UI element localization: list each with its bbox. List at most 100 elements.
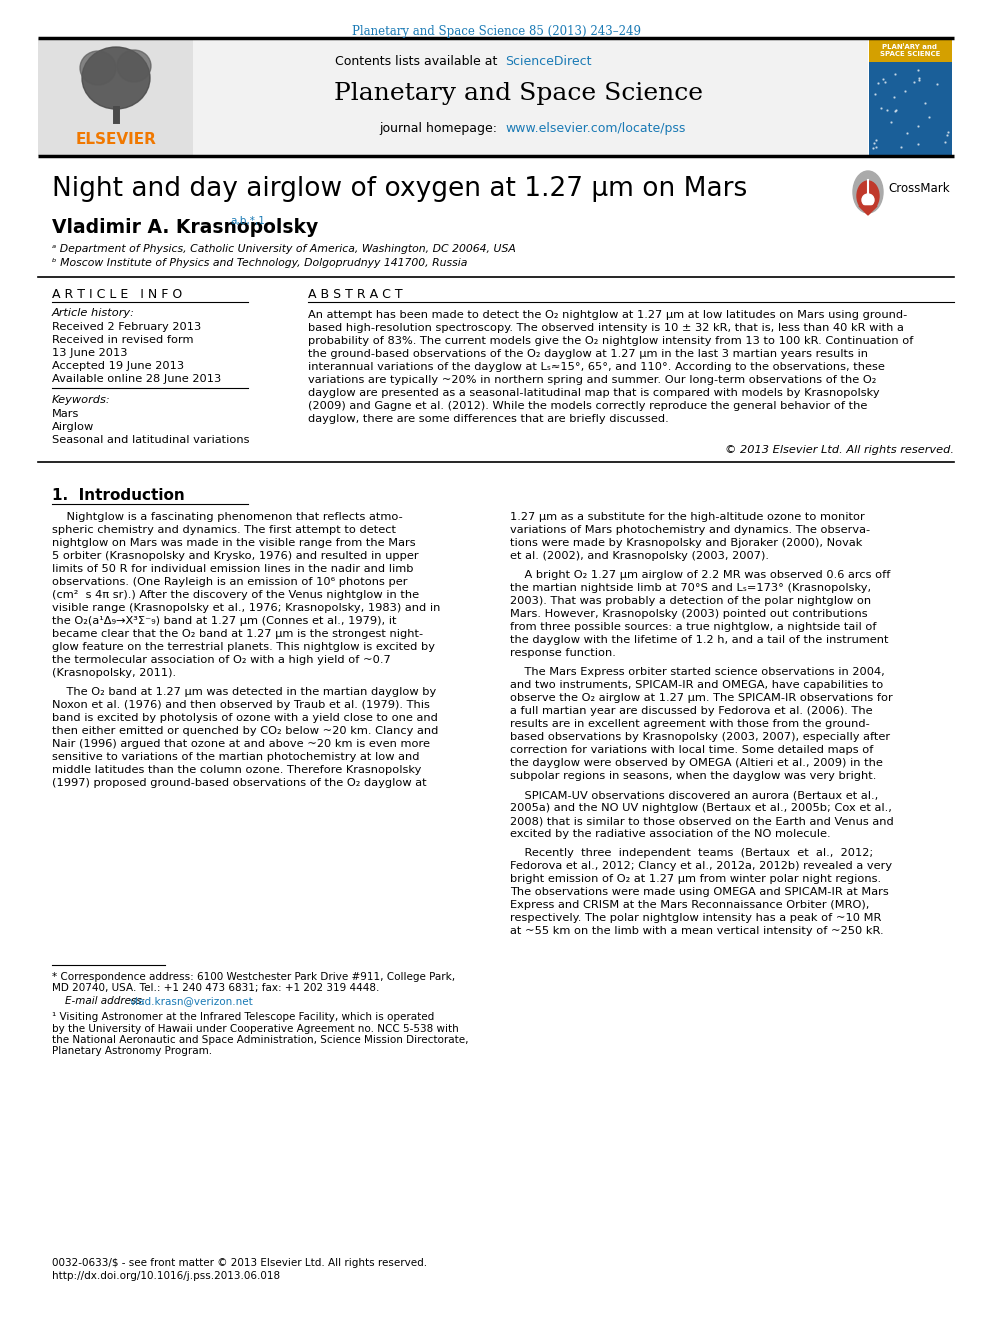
Text: the ground-based observations of the O₂ dayglow at 1.27 μm in the last 3 martian: the ground-based observations of the O₂ …	[308, 349, 868, 359]
Text: Mars. However, Krasnopolsky (2003) pointed out contributions: Mars. However, Krasnopolsky (2003) point…	[510, 609, 868, 619]
Text: SPICAM-UV observations discovered an aurora (Bertaux et al.,: SPICAM-UV observations discovered an aur…	[510, 790, 878, 800]
Text: E-mail address:: E-mail address:	[65, 996, 145, 1005]
Text: spheric chemistry and dynamics. The first attempt to detect: spheric chemistry and dynamics. The firs…	[52, 525, 396, 534]
Text: CrossMark: CrossMark	[888, 181, 949, 194]
Text: www.elsevier.com/locate/pss: www.elsevier.com/locate/pss	[505, 122, 685, 135]
Text: Fedorova et al., 2012; Clancy et al., 2012a, 2012b) revealed a very: Fedorova et al., 2012; Clancy et al., 20…	[510, 861, 892, 871]
Text: a full martian year are discussed by Fedorova et al. (2006). The: a full martian year are discussed by Fed…	[510, 706, 873, 716]
Bar	[38, 38, 193, 156]
Text: based high-resolution spectroscopy. The observed intensity is 10 ± 32 kR, that i: based high-resolution spectroscopy. The …	[308, 323, 904, 333]
Text: 1.  Introduction: 1. Introduction	[52, 488, 185, 503]
Bar	[869, 38, 952, 156]
Text: nightglow on Mars was made in the visible range from the Mars: nightglow on Mars was made in the visibl…	[52, 538, 416, 548]
Text: Planetary and Space Science: Planetary and Space Science	[333, 82, 702, 105]
Text: response function.: response function.	[510, 648, 616, 658]
Text: by the University of Hawaii under Cooperative Agreement no. NCC 5-538 with: by the University of Hawaii under Cooper…	[52, 1024, 458, 1033]
Text: variations of Mars photochemistry and dynamics. The observa-: variations of Mars photochemistry and dy…	[510, 525, 870, 534]
Text: The observations were made using OMEGA and SPICAM-IR at Mars: The observations were made using OMEGA a…	[510, 886, 889, 897]
Text: tions were made by Krasnopolsky and Bjoraker (2000), Novak: tions were made by Krasnopolsky and Bjor…	[510, 538, 862, 548]
Text: a,b,*,1: a,b,*,1	[230, 216, 265, 226]
Text: 2008) that is similar to those observed on the Earth and Venus and: 2008) that is similar to those observed …	[510, 816, 894, 826]
Text: et al. (2002), and Krasnopolsky (2003, 2007).: et al. (2002), and Krasnopolsky (2003, 2…	[510, 550, 769, 561]
Text: © 2013 Elsevier Ltd. All rights reserved.: © 2013 Elsevier Ltd. All rights reserved…	[725, 445, 954, 455]
Text: Noxon et al. (1976) and then observed by Traub et al. (1979). This: Noxon et al. (1976) and then observed by…	[52, 700, 430, 710]
Text: dayglow are presented as a seasonal-latitudinal map that is compared with models: dayglow are presented as a seasonal-lati…	[308, 388, 880, 398]
Text: from three possible sources: a true nightglow, a nightside tail of: from three possible sources: a true nigh…	[510, 622, 877, 632]
Text: 1.27 μm as a substitute for the high-altitude ozone to monitor: 1.27 μm as a substitute for the high-alt…	[510, 512, 865, 523]
Text: limits of 50 R for individual emission lines in the nadir and limb: limits of 50 R for individual emission l…	[52, 564, 414, 574]
Text: the dayglow with the lifetime of 1.2 h, and a tail of the instrument: the dayglow with the lifetime of 1.2 h, …	[510, 635, 889, 646]
Text: probability of 83%. The current models give the O₂ nightglow intensity from 13 t: probability of 83%. The current models g…	[308, 336, 914, 347]
Text: the martian nightside limb at 70°S and Lₛ=173° (Krasnopolsky,: the martian nightside limb at 70°S and L…	[510, 583, 871, 593]
Text: middle latitudes than the column ozone. Therefore Krasnopolsky: middle latitudes than the column ozone. …	[52, 765, 422, 775]
Text: journal homepage:: journal homepage:	[379, 122, 505, 135]
Text: based observations by Krasnopolsky (2003, 2007), especially after: based observations by Krasnopolsky (2003…	[510, 732, 890, 742]
Text: Keywords:: Keywords:	[52, 396, 111, 405]
Text: (cm²  s 4π sr).) After the discovery of the Venus nightglow in the: (cm² s 4π sr).) After the discovery of t…	[52, 590, 420, 601]
Text: Express and CRISM at the Mars Reconnaissance Orbiter (MRO),: Express and CRISM at the Mars Reconnaiss…	[510, 900, 869, 910]
Text: subpolar regions in seasons, when the dayglow was very bright.: subpolar regions in seasons, when the da…	[510, 771, 876, 781]
Text: A bright O₂ 1.27 μm airglow of 2.2 MR was observed 0.6 arcs off: A bright O₂ 1.27 μm airglow of 2.2 MR wa…	[510, 570, 891, 579]
Text: Nightglow is a fascinating phenomenon that reflects atmo-: Nightglow is a fascinating phenomenon th…	[52, 512, 403, 523]
Ellipse shape	[80, 52, 116, 85]
Text: observe the O₂ airglow at 1.27 μm. The SPICAM-IR observations for: observe the O₂ airglow at 1.27 μm. The S…	[510, 693, 893, 703]
Text: 2005a) and the NO UV nightglow (Bertaux et al., 2005b; Cox et al.,: 2005a) and the NO UV nightglow (Bertaux …	[510, 803, 892, 814]
Text: variations are typically ~20% in northern spring and summer. Our long-term obser: variations are typically ~20% in norther…	[308, 374, 876, 385]
Text: The Mars Express orbiter started science observations in 2004,: The Mars Express orbiter started science…	[510, 667, 885, 677]
Text: Recently  three  independent  teams  (Bertaux  et  al.,  2012;: Recently three independent teams (Bertau…	[510, 848, 873, 859]
Text: 13 June 2013: 13 June 2013	[52, 348, 128, 359]
Text: Night and day airglow of oxygen at 1.27 μm on Mars: Night and day airglow of oxygen at 1.27 …	[52, 176, 747, 202]
Text: Seasonal and latitudinal variations: Seasonal and latitudinal variations	[52, 435, 250, 445]
Text: PLANᴵARY and
SPACE SCIENCE: PLANᴵARY and SPACE SCIENCE	[880, 44, 940, 57]
Text: (Krasnopolsky, 2011).: (Krasnopolsky, 2011).	[52, 668, 177, 677]
Text: 0032-0633/$ - see front matter © 2013 Elsevier Ltd. All rights reserved.: 0032-0633/$ - see front matter © 2013 El…	[52, 1258, 428, 1267]
Text: the O₂(a¹Δ₉→X³Σ⁻₉) band at 1.27 μm (Connes et al., 1979), it: the O₂(a¹Δ₉→X³Σ⁻₉) band at 1.27 μm (Conn…	[52, 617, 397, 626]
Text: A R T I C L E   I N F O: A R T I C L E I N F O	[52, 288, 183, 302]
Text: became clear that the O₂ band at 1.27 μm is the strongest night-: became clear that the O₂ band at 1.27 μm…	[52, 628, 424, 639]
Text: Airglow: Airglow	[52, 422, 94, 433]
Text: Received in revised form: Received in revised form	[52, 335, 193, 345]
Ellipse shape	[853, 171, 883, 213]
Text: dayglow, there are some differences that are briefly discussed.: dayglow, there are some differences that…	[308, 414, 669, 423]
Text: Available online 28 June 2013: Available online 28 June 2013	[52, 374, 221, 384]
Text: ELSEVIER: ELSEVIER	[75, 132, 157, 147]
Text: Article history:: Article history:	[52, 308, 135, 318]
Text: Planetary and Space Science 85 (2013) 243–249: Planetary and Space Science 85 (2013) 24…	[351, 25, 641, 38]
Text: ᵇ Moscow Institute of Physics and Technology, Dolgoprudnyy 141700, Russia: ᵇ Moscow Institute of Physics and Techno…	[52, 258, 467, 269]
Text: correction for variations with local time. Some detailed maps of: correction for variations with local tim…	[510, 745, 873, 755]
Text: Mars: Mars	[52, 409, 79, 419]
Text: and two instruments, SPICAM-IR and OMEGA, have capabilities to: and two instruments, SPICAM-IR and OMEGA…	[510, 680, 883, 691]
Text: observations. (One Rayleigh is an emission of 10⁶ photons per: observations. (One Rayleigh is an emissi…	[52, 577, 408, 587]
Text: 5 orbiter (Krasnopolsky and Krysko, 1976) and resulted in upper: 5 orbiter (Krasnopolsky and Krysko, 1976…	[52, 550, 419, 561]
Text: An attempt has been made to detect the O₂ nightglow at 1.27 μm at low latitudes : An attempt has been made to detect the O…	[308, 310, 908, 320]
Text: interannual variations of the dayglow at Lₛ≈15°, 65°, and 110°. According to the: interannual variations of the dayglow at…	[308, 363, 885, 372]
Text: band is excited by photolysis of ozone with a yield close to one and: band is excited by photolysis of ozone w…	[52, 713, 437, 722]
Text: MD 20740, USA. Tel.: +1 240 473 6831; fax: +1 202 319 4448.: MD 20740, USA. Tel.: +1 240 473 6831; fa…	[52, 983, 379, 994]
Text: http://dx.doi.org/10.1016/j.pss.2013.06.018: http://dx.doi.org/10.1016/j.pss.2013.06.…	[52, 1271, 280, 1281]
Polygon shape	[859, 206, 877, 216]
Text: sensitive to variations of the martian photochemistry at low and: sensitive to variations of the martian p…	[52, 751, 420, 762]
Text: glow feature on the terrestrial planets. This nightglow is excited by: glow feature on the terrestrial planets.…	[52, 642, 435, 652]
Ellipse shape	[862, 194, 874, 206]
Text: * Correspondence address: 6100 Westchester Park Drive #911, College Park,: * Correspondence address: 6100 Westchest…	[52, 972, 455, 982]
Text: ᵃ Department of Physics, Catholic University of America, Washington, DC 20064, U: ᵃ Department of Physics, Catholic Univer…	[52, 243, 516, 254]
Text: Nair (1996) argued that ozone at and above ~20 km is even more: Nair (1996) argued that ozone at and abo…	[52, 740, 430, 749]
Text: excited by the radiative association of the NO molecule.: excited by the radiative association of …	[510, 830, 830, 839]
Text: the dayglow were observed by OMEGA (Altieri et al., 2009) in the: the dayglow were observed by OMEGA (Alti…	[510, 758, 883, 767]
Ellipse shape	[857, 181, 879, 210]
Text: (2009) and Gagne et al. (2012). While the models correctly reproduce the general: (2009) and Gagne et al. (2012). While th…	[308, 401, 867, 411]
Text: the termolecular association of O₂ with a high yield of ~0.7: the termolecular association of O₂ with …	[52, 655, 391, 665]
Ellipse shape	[82, 48, 150, 108]
Text: the National Aeronautic and Space Administration, Science Mission Directorate,: the National Aeronautic and Space Admini…	[52, 1035, 468, 1045]
Text: visible range (Krasnopolsky et al., 1976; Krasnopolsky, 1983) and in: visible range (Krasnopolsky et al., 1976…	[52, 603, 440, 613]
Text: Received 2 February 2013: Received 2 February 2013	[52, 321, 201, 332]
Text: Vladimir A. Krasnopolsky: Vladimir A. Krasnopolsky	[52, 218, 318, 237]
Text: Contents lists available at: Contents lists available at	[334, 56, 505, 67]
Text: Accepted 19 June 2013: Accepted 19 June 2013	[52, 361, 185, 370]
Ellipse shape	[117, 50, 151, 82]
Text: results are in excellent agreement with those from the ground-: results are in excellent agreement with …	[510, 718, 870, 729]
Text: bright emission of O₂ at 1.27 μm from winter polar night regions.: bright emission of O₂ at 1.27 μm from wi…	[510, 875, 881, 884]
Text: at ~55 km on the limb with a mean vertical intensity of ~250 kR.: at ~55 km on the limb with a mean vertic…	[510, 926, 884, 935]
Bar	[38, 38, 868, 156]
Text: 2003). That was probably a detection of the polar nightglow on: 2003). That was probably a detection of …	[510, 595, 871, 606]
